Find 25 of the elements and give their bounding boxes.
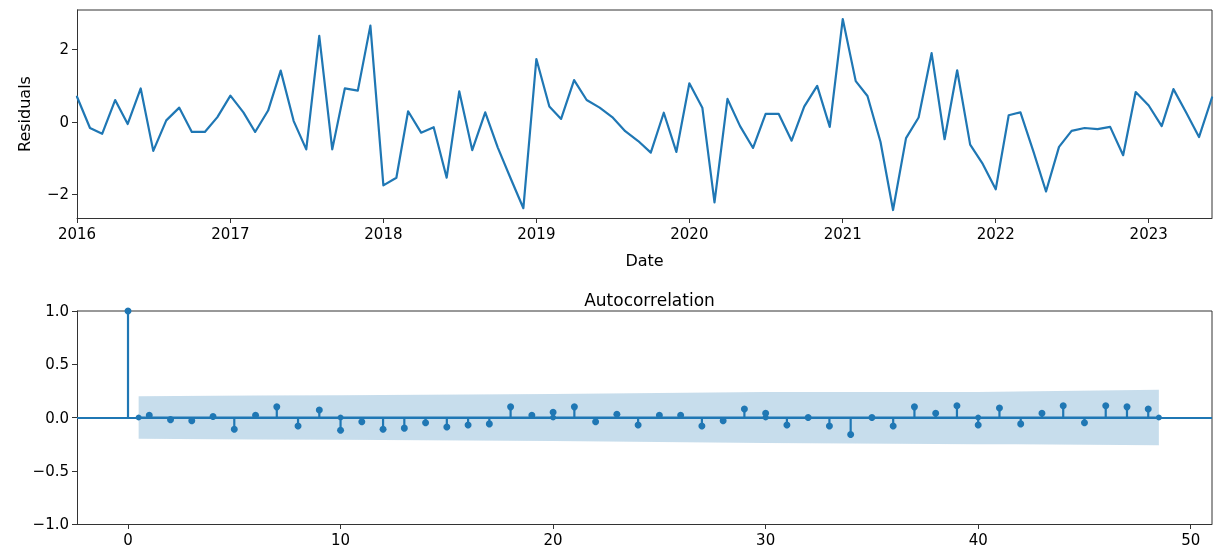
x-tick-label: 10 — [331, 530, 351, 549]
y-tick-label: −0.5 — [32, 461, 69, 480]
y-tick-label: 2 — [59, 40, 69, 59]
chart-title: Autocorrelation — [584, 289, 715, 310]
x-axis-title: Date — [625, 250, 664, 270]
x-tick-label: 0 — [123, 530, 133, 549]
x-tick-label: 2022 — [976, 224, 1015, 243]
x-tick-label: 50 — [1181, 530, 1201, 549]
x-tick-label: 20 — [543, 530, 563, 549]
y-tick-label: 0.0 — [45, 408, 69, 427]
y-tick-label: −2 — [46, 185, 69, 204]
x-tick-label: 30 — [756, 530, 776, 549]
y-axis-title: Residuals — [14, 76, 34, 152]
y-tick-label: 0 — [59, 112, 69, 131]
y-tick-label: 0.5 — [45, 355, 69, 374]
x-tick-label: 40 — [968, 530, 988, 549]
x-tick-label: 2018 — [364, 224, 403, 243]
x-tick-label: 2021 — [823, 224, 862, 243]
y-tick-label: 1.0 — [45, 302, 69, 320]
x-tick-label: 2019 — [517, 224, 556, 243]
x-tick-label: 2023 — [1129, 224, 1168, 243]
x-tick-label: 2020 — [670, 224, 709, 243]
y-tick-label: −1.0 — [32, 515, 69, 533]
x-tick-label: 2017 — [211, 224, 250, 243]
x-tick-label: 2016 — [57, 224, 97, 243]
